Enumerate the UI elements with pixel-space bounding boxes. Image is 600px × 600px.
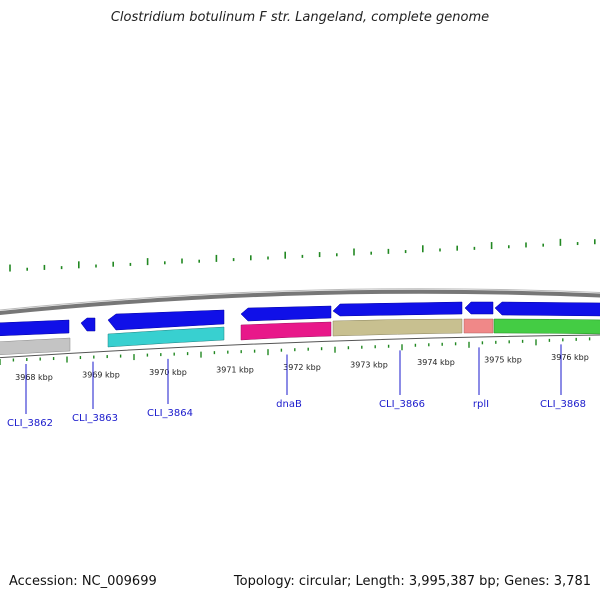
gc-content-ticks [9,238,596,272]
gene-label[interactable]: rplI [473,399,489,410]
gene-forward-241[interactable] [240,305,332,322]
gene-dnaB[interactable] [240,321,332,341]
gene-label[interactable]: dnaB [276,399,302,410]
kbp-label: 3969 kbp [82,370,120,379]
kbp-label: 3973 kbp [350,360,388,369]
gene-forward-333[interactable] [332,301,463,317]
gene-forward-495[interactable] [494,301,600,317]
map-title: Clostridium botulinum F str. Langeland, … [110,10,490,25]
ruler-line [0,334,600,359]
gene-label[interactable]: CLI_3863 [72,413,118,424]
kbp-label: 3974 kbp [417,358,455,367]
topology-summary: Topology: circular; Length: 3,995,387 bp… [233,574,591,589]
gene-cli3864[interactable] [107,326,225,348]
gene-cli3863-forward[interactable] [80,317,96,332]
gene-rplI[interactable] [463,318,494,334]
kbp-scale: 3968 kbp 3969 kbp 3970 kbp 3971 kbp 3972 kbp… [15,353,589,382]
kbp-label: 3976 kbp [551,353,589,362]
gene-label[interactable]: CLI_3868 [540,399,586,410]
kbp-label: 3971 kbp [216,365,254,374]
gene-labels: CLI_3862 CLI_3863 CLI_3864 dnaB CLI_3866 rplI… [7,344,586,429]
gene-label[interactable]: CLI_3862 [7,418,53,429]
gene-label[interactable]: CLI_3864 [147,408,193,419]
backbone-highlight [0,288,600,311]
gene-cli3862-forward[interactable] [0,319,70,337]
accession-text: Accession: NC_009699 [9,574,157,589]
backbone-arc [0,289,600,316]
ruler-minor-ticks [0,337,591,365]
gene-cli3866[interactable] [332,318,463,337]
kbp-label: 3975 kbp [484,356,522,365]
gene-forward-108[interactable] [107,309,225,331]
gene-forward-465[interactable] [464,301,494,315]
kbp-label: 3968 kbp [15,373,53,382]
gene-label[interactable]: CLI_3866 [379,399,425,410]
forward-strand [0,301,600,337]
kbp-label: 3972 kbp [283,363,321,372]
reverse-strand [0,318,600,355]
gene-cli3862-reverse[interactable] [0,337,71,355]
gene-cli3868[interactable] [493,318,600,335]
